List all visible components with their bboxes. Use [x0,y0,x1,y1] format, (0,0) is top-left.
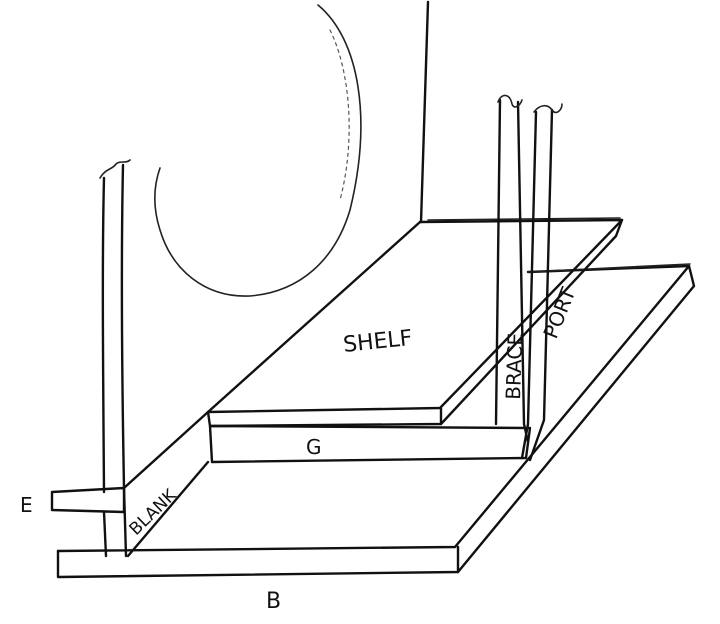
shelf-board-front-thickness [206,406,443,428]
shelf-board-side-thickness [439,218,624,426]
left-post-break [99,159,131,179]
g-board-outline [208,424,532,464]
wall-edge [419,0,430,224]
port-post-break [533,103,563,114]
base-board-front-thickness [56,545,460,579]
label-g: G [306,435,322,459]
left-post [101,163,126,558]
circular-cutout-arc [153,4,362,297]
blank-panel-bottom-edge [126,460,210,558]
brace-post-break [497,94,523,108]
label-b: B [266,589,281,614]
port-post [520,108,554,462]
label-brace: BRACE [501,333,527,401]
base-board-side-thickness [456,264,696,574]
end-piece-e [50,486,126,514]
shelf-back-inner [427,217,621,221]
circular-cutout-inner [329,29,350,201]
base-board-outline [56,264,691,553]
label-e: E [20,493,33,517]
label-shelf: SHELF [342,326,414,358]
blank-panel-top-edge [122,220,422,490]
label-blank: BLANK [126,485,182,540]
base-board-far-edge [527,263,691,273]
